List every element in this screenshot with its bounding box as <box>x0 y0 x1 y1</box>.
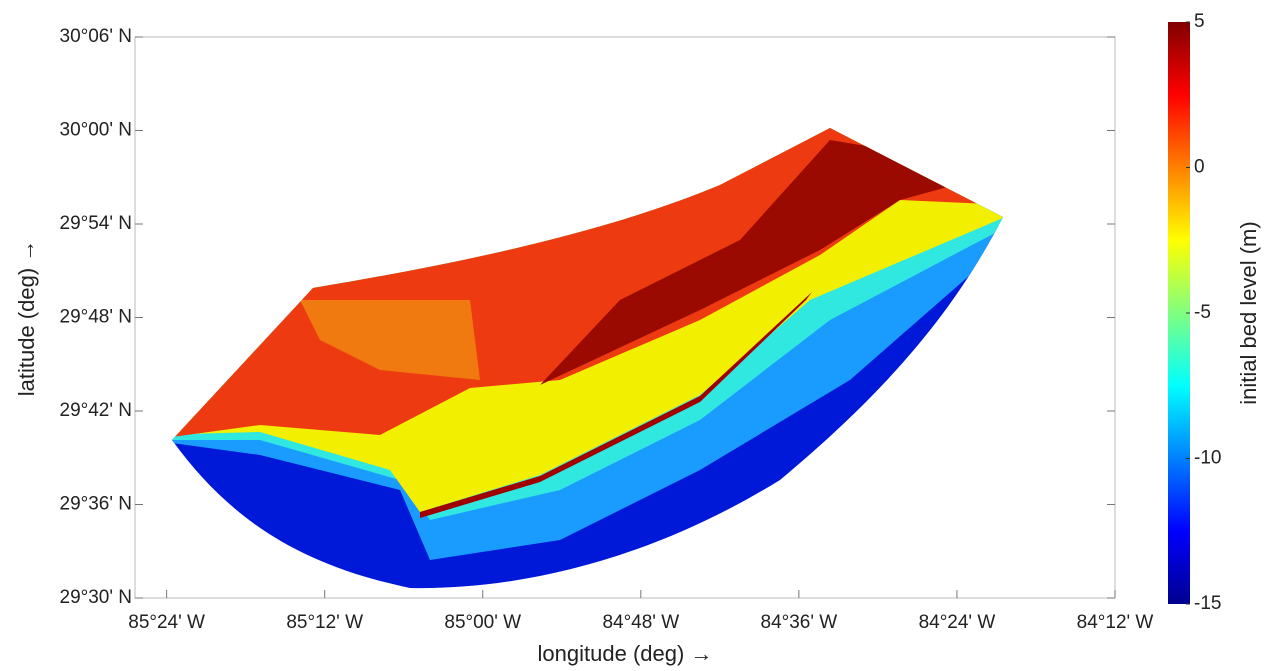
y-tick-label: 29°30' N <box>60 587 133 608</box>
x-tick-label: 84°48' W <box>602 612 679 633</box>
y-tick-label: 29°42' N <box>60 400 133 421</box>
colorbar <box>1168 22 1190 604</box>
y-tick-label: 30°00' N <box>60 120 133 141</box>
colorbar-tick-label: 5 <box>1194 11 1205 32</box>
x-tick-label: 84°24' W <box>919 612 996 633</box>
x-tick-label: 85°24' W <box>128 612 205 633</box>
colorbar-tick-label: -10 <box>1194 448 1221 469</box>
x-axis-label: longitude (deg) → <box>538 641 713 666</box>
x-tick-label: 84°12' W <box>1077 612 1154 633</box>
x-tick-label: 85°12' W <box>286 612 363 633</box>
colorbar-label: initial bed level (m) <box>1236 221 1261 404</box>
x-tick-label: 85°00' W <box>444 612 521 633</box>
x-tick-label: 84°36' W <box>761 612 838 633</box>
y-axis-label: latitude (deg) → <box>14 240 39 397</box>
y-tick-label: 29°48' N <box>60 307 133 328</box>
y-tick-label: 29°54' N <box>60 213 133 234</box>
colorbar-tick-label: 0 <box>1194 157 1205 178</box>
y-tick-label: 29°36' N <box>60 494 133 515</box>
colorbar-tick-label: -5 <box>1194 302 1211 323</box>
y-tick-label: 30°06' N <box>60 26 133 47</box>
colorbar-tick-label: -15 <box>1194 593 1221 614</box>
